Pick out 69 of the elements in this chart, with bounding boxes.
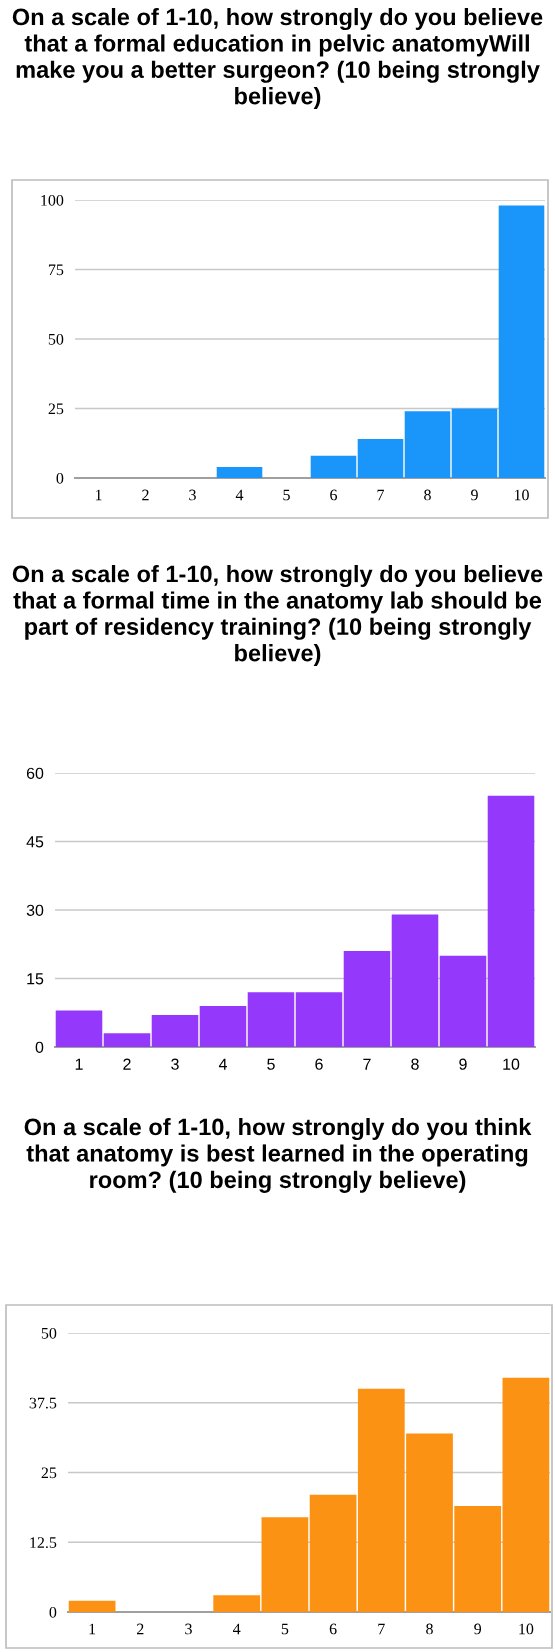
chart-title: On a scale of 1-10, how strongly do you believe that a formal time in the anatomy lab should be part of residency training? (10 being strongly believe)	[12, 565, 543, 667]
x-tick-label: 5	[267, 1058, 275, 1070]
x-tick-label: 7	[378, 1623, 385, 1635]
bar	[404, 411, 451, 478]
bar	[309, 1494, 357, 1612]
x-tick-label: 2	[142, 489, 149, 501]
bar	[439, 955, 487, 1047]
x-tick-label: 9	[474, 1623, 482, 1635]
bar	[103, 1033, 151, 1047]
bar	[68, 1600, 116, 1612]
x-tick-label: 6	[315, 1058, 323, 1070]
y-tick-label: 0	[35, 1041, 44, 1053]
x-tick-label: 3	[185, 1623, 192, 1635]
x-tick-label: 9	[471, 489, 478, 501]
y-tick-label: 45	[26, 836, 44, 848]
x-tick-label: 9	[459, 1058, 467, 1070]
bar	[310, 455, 357, 478]
y-tick-label: 0	[49, 1606, 57, 1618]
bar	[151, 1015, 199, 1047]
x-tick-label: 5	[281, 1623, 289, 1635]
bar	[216, 466, 263, 478]
x-tick-label: 1	[95, 489, 102, 501]
x-tick-label: 8	[411, 1058, 419, 1070]
y-tick-label: 100	[41, 194, 64, 206]
bar	[343, 951, 391, 1047]
bar	[199, 1005, 247, 1047]
x-tick-label: 5	[283, 489, 290, 501]
y-tick-label: 0	[56, 472, 64, 484]
bar	[55, 1010, 103, 1047]
y-tick-label: 12.5	[30, 1537, 57, 1549]
x-tick-label: 1	[75, 1058, 83, 1070]
x-tick-label: 1	[89, 1623, 96, 1635]
y-tick-label: 25	[48, 403, 64, 415]
x-tick-label: 3	[171, 1058, 179, 1070]
x-tick-label: 4	[235, 489, 244, 501]
x-tick-label: 10	[514, 489, 529, 501]
bar	[261, 1517, 309, 1612]
x-tick-label: 7	[377, 489, 385, 501]
x-tick-label: 2	[137, 1623, 144, 1635]
x-tick-label: 10	[519, 1623, 534, 1635]
x-tick-label: 6	[330, 489, 338, 501]
bar	[213, 1595, 261, 1612]
bar	[295, 992, 343, 1047]
bar	[357, 439, 404, 478]
y-tick-label: 50	[41, 1327, 57, 1339]
bar	[502, 1377, 550, 1612]
y-tick-label: 15	[27, 973, 44, 985]
bar	[498, 205, 545, 478]
x-tick-label: 2	[123, 1058, 131, 1070]
bar	[487, 795, 535, 1047]
x-tick-label: 4	[218, 1058, 227, 1070]
y-tick-label: 75	[48, 264, 64, 276]
x-tick-label: 7	[363, 1058, 371, 1070]
x-tick-label: 3	[189, 489, 196, 501]
x-tick-label: 8	[426, 1623, 433, 1635]
chart-title: On a scale of 1-10, how strongly do you believe that a formal education in pelvic anatomyWill make you a better surgeon? (10 being strongly believe)	[12, 8, 543, 110]
y-tick-label: 60	[26, 767, 44, 779]
x-tick-label: 4	[233, 1623, 241, 1635]
chart-title: On a scale of 1-10, how strongly do you think that anatomy is best learned in the operating room? (10 being strongly believe)	[24, 1118, 532, 1193]
y-tick-label: 37.5	[29, 1397, 57, 1409]
bar	[451, 408, 498, 478]
bar	[247, 992, 295, 1047]
x-tick-label: 10	[503, 1058, 520, 1070]
x-tick-label: 6	[329, 1623, 337, 1635]
y-tick-label: 50	[48, 333, 64, 345]
y-tick-label: 25	[41, 1467, 57, 1479]
bar	[391, 914, 439, 1047]
y-tick-label: 30	[26, 904, 44, 916]
x-tick-label: 8	[424, 489, 431, 501]
